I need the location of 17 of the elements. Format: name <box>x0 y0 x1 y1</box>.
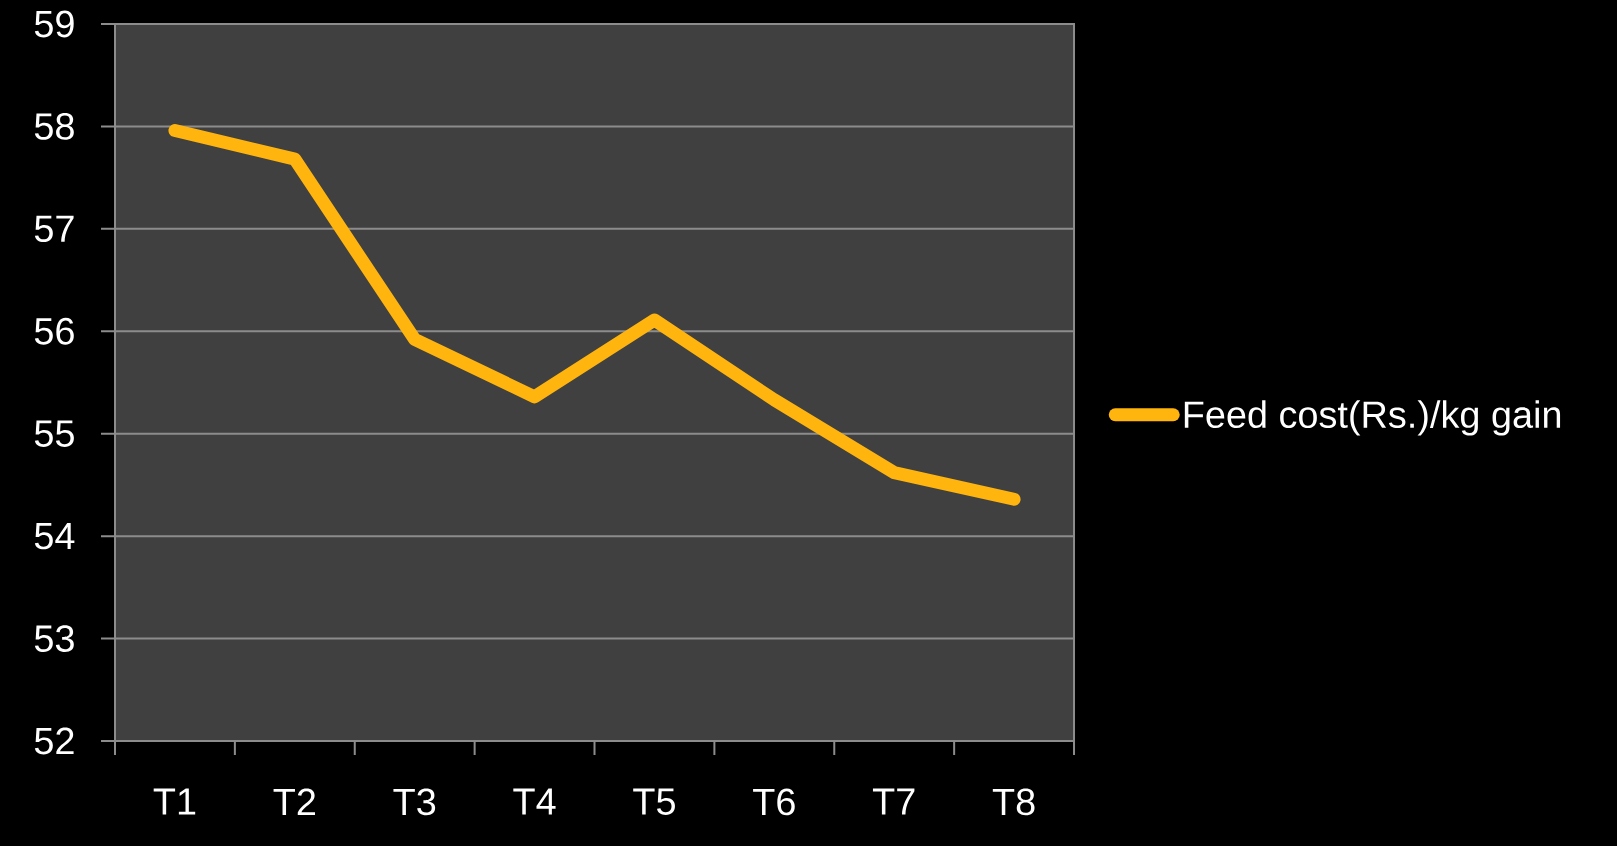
y-tick-label: 52 <box>34 727 74 755</box>
y-tick-label: 55 <box>34 420 74 447</box>
x-tick-label: T3 <box>393 788 436 816</box>
x-tick-label: T2 <box>273 788 316 815</box>
y-tick-label: 54 <box>34 522 75 550</box>
y-tick-label: 57 <box>34 215 74 243</box>
x-tick-label: T6 <box>753 788 795 816</box>
legend-label: Feed cost(Rs.)/kg gain <box>1184 400 1561 436</box>
y-tick-label: 58 <box>34 113 74 140</box>
x-tick-label: T8 <box>992 788 1035 816</box>
y-tick-label: 53 <box>34 625 74 652</box>
x-tick-label: T7 <box>872 788 915 815</box>
y-tick-label: 59 <box>34 10 74 38</box>
y-tick-label: 56 <box>34 317 74 345</box>
x-tick-label: T5 <box>633 788 675 815</box>
x-tick-label: T4 <box>513 788 556 815</box>
x-tick-label: T1 <box>153 788 196 815</box>
